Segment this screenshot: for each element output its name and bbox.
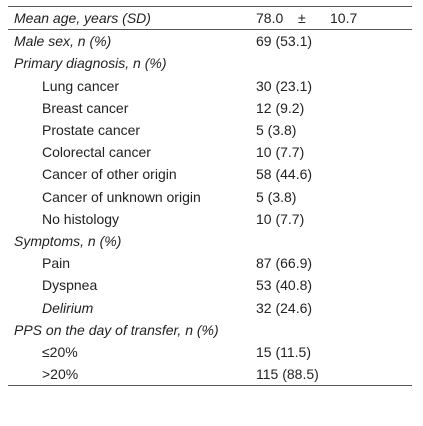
row-label: Pain: [42, 255, 71, 272]
table-row: Male sex, n (%) 69 (53.1): [8, 30, 412, 53]
table-row: Prostate cancer 5 (3.8): [8, 119, 412, 141]
row-value: 78.0 ±10.7: [256, 7, 412, 31]
row-value: 10 (7.7): [256, 210, 305, 227]
row-label: Symptoms, n (%): [14, 232, 122, 249]
table-body: Mean age, years (SD) 78.0 ±10.7 Male sex, n…: [8, 7, 412, 385]
table-row: Lung cancer 30 (23.1): [8, 75, 412, 97]
row-label: ≤20%: [42, 343, 78, 360]
row-value: 5 (3.8): [256, 188, 297, 205]
row-value: 53 (40.8): [256, 277, 313, 294]
row-value: [256, 319, 412, 341]
table-row: >20% 115 (88.5): [8, 363, 412, 385]
row-value: 87 (66.9): [256, 255, 313, 272]
row-value: [256, 52, 412, 74]
sd-value: 10.7: [330, 10, 358, 27]
row-label: Lung cancer: [42, 77, 120, 94]
table-row: Cancer of other origin 58 (44.6): [8, 163, 412, 185]
row-value: 5 (3.8): [256, 122, 297, 139]
row-label: Prostate cancer: [42, 122, 141, 139]
row-value: 115 (88.5): [256, 366, 319, 383]
table-row: Colorectal cancer 10 (7.7): [8, 141, 412, 163]
table-row: No histology 10 (7.7): [8, 208, 412, 230]
table-row: Primary diagnosis, n (%): [8, 52, 412, 74]
row-value: [256, 230, 412, 252]
row-label: Mean age, years (SD): [8, 7, 256, 31]
row-label: Cancer of unknown origin: [42, 188, 201, 205]
table-row: ≤20% 15 (11.5): [8, 341, 412, 363]
table-row: PPS on the day of transfer, n (%): [8, 319, 412, 341]
row-label: Breast cancer: [42, 99, 129, 116]
characteristics-table: Mean age, years (SD) 78.0 ±10.7 Male sex, n…: [8, 6, 412, 387]
row-label: Cancer of other origin: [42, 166, 177, 183]
row-label: PPS on the day of transfer, n (%): [14, 321, 219, 338]
row-value: 32 (24.6): [256, 299, 313, 316]
row-value: 58 (44.6): [256, 166, 313, 183]
row-value: 15 (11.5): [256, 343, 311, 360]
row-value: 10 (7.7): [256, 144, 305, 161]
row-value: 69 (53.1): [256, 33, 313, 50]
row-label: No histology: [42, 210, 120, 227]
table-row: Dyspnea 53 (40.8): [8, 274, 412, 296]
row-label: >20%: [42, 366, 79, 383]
table-row: Pain 87 (66.9): [8, 252, 412, 274]
row-label: Delirium: [42, 299, 94, 316]
table-row: Delirium 32 (24.6): [8, 296, 412, 318]
plus-minus-sign: ±: [298, 10, 306, 27]
table-row: Symptoms, n (%): [8, 230, 412, 252]
table-row: Cancer of unknown origin 5 (3.8): [8, 186, 412, 208]
table-row: Mean age, years (SD) 78.0 ±10.7: [8, 7, 412, 31]
table-grid: Mean age, years (SD) 78.0 ±10.7 Male sex, n…: [8, 7, 412, 385]
row-value: 30 (23.1): [256, 77, 313, 94]
row-label: Male sex, n (%): [14, 33, 112, 50]
mean-value: 78.0: [256, 10, 284, 27]
row-label: Primary diagnosis, n (%): [14, 55, 167, 72]
row-value: 12 (9.2): [256, 99, 305, 116]
row-label: Dyspnea: [42, 277, 98, 294]
row-label: Colorectal cancer: [42, 144, 151, 161]
table-row: Breast cancer 12 (9.2): [8, 97, 412, 119]
